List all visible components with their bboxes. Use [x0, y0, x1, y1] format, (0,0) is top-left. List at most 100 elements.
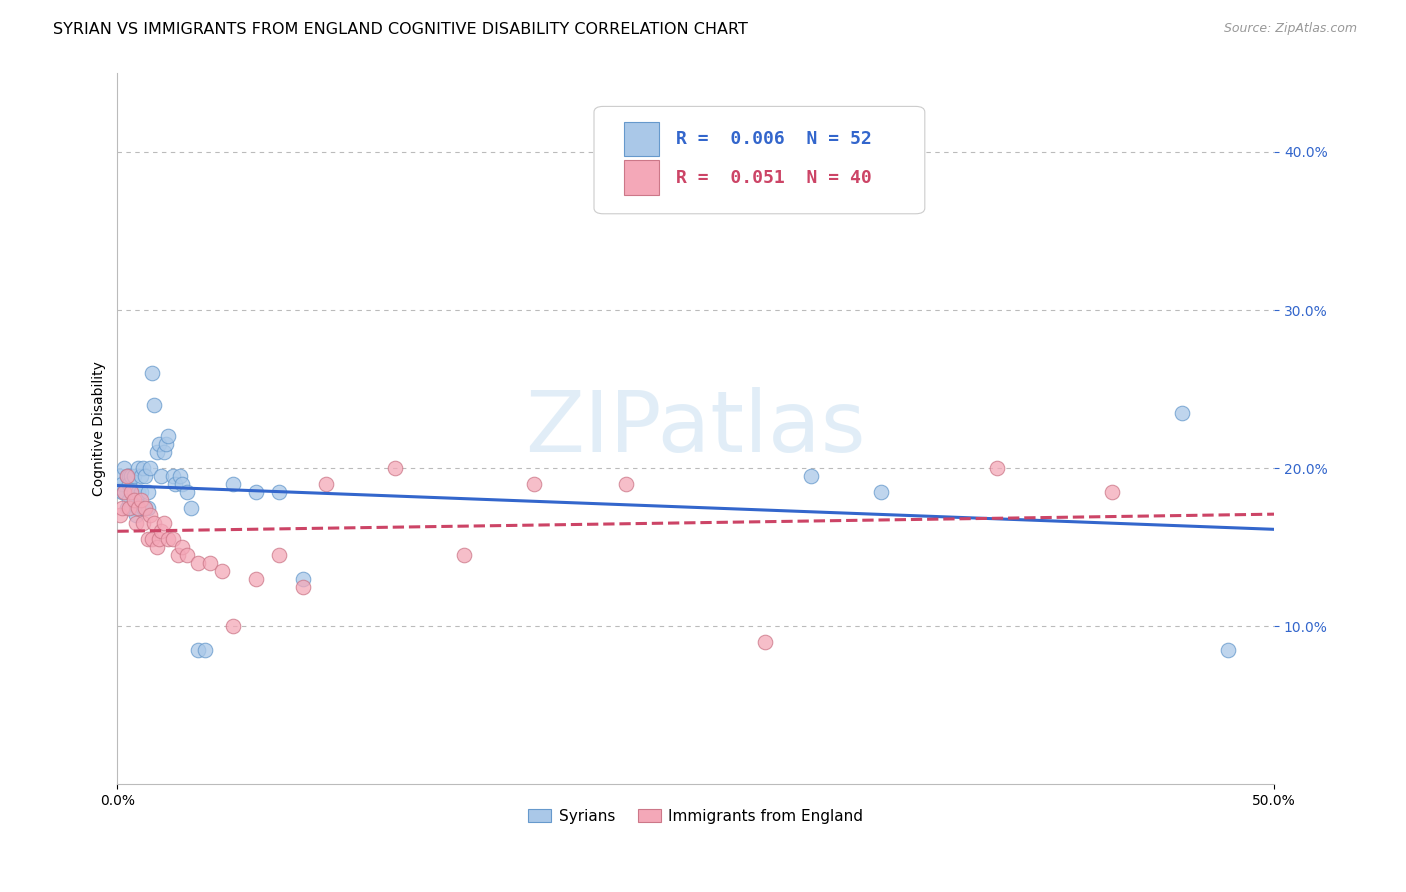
Point [222, 619, 245, 633]
Text: Source: ZipAtlas.com: Source: ZipAtlas.com [1223, 22, 1357, 36]
Point [222, 476, 245, 491]
Point [152, 516, 174, 531]
Point [120, 469, 142, 483]
Point [108, 469, 131, 483]
Point [136, 532, 159, 546]
Point [129, 484, 152, 499]
Point [115, 500, 138, 515]
Point [118, 476, 141, 491]
Point [111, 484, 134, 499]
Point [127, 484, 149, 499]
Point [1101, 484, 1123, 499]
Point [139, 508, 162, 523]
Point [523, 476, 546, 491]
Point [118, 469, 141, 483]
Point [453, 548, 475, 562]
Point [180, 500, 202, 515]
Text: R =  0.051  N = 40: R = 0.051 N = 40 [676, 169, 872, 186]
Point [176, 484, 198, 499]
Point [150, 469, 173, 483]
Point [139, 461, 162, 475]
Point [291, 572, 314, 586]
Point [132, 500, 155, 515]
Point [245, 484, 267, 499]
Point [143, 516, 166, 531]
Point [136, 484, 159, 499]
Point [125, 492, 148, 507]
Point [145, 540, 167, 554]
Point [148, 532, 170, 546]
Point [152, 445, 174, 459]
Point [155, 437, 177, 451]
Point [111, 500, 134, 515]
Point [194, 642, 217, 657]
Point [118, 492, 141, 507]
Point [165, 476, 187, 491]
Point [384, 461, 406, 475]
FancyBboxPatch shape [624, 122, 659, 156]
Point [129, 492, 152, 507]
Point [120, 500, 142, 515]
Point [143, 398, 166, 412]
Point [176, 548, 198, 562]
Point [115, 469, 138, 483]
Point [134, 469, 156, 483]
Point [754, 635, 776, 649]
Point [122, 484, 145, 499]
Point [166, 548, 188, 562]
Point [162, 469, 184, 483]
Point [172, 540, 194, 554]
Point [125, 516, 148, 531]
Point [162, 532, 184, 546]
Point [141, 366, 163, 380]
Point [245, 572, 267, 586]
Point [169, 469, 191, 483]
Point [157, 532, 180, 546]
Point [986, 461, 1008, 475]
Point [132, 461, 155, 475]
Point [127, 500, 149, 515]
Point [172, 476, 194, 491]
Point [125, 508, 148, 523]
Point [1170, 406, 1192, 420]
Text: SYRIAN VS IMMIGRANTS FROM ENGLAND COGNITIVE DISABILITY CORRELATION CHART: SYRIAN VS IMMIGRANTS FROM ENGLAND COGNIT… [53, 22, 748, 37]
Point [269, 484, 291, 499]
Point [145, 445, 167, 459]
Point [112, 484, 135, 499]
Point [141, 532, 163, 546]
Point [800, 469, 823, 483]
Point [211, 564, 233, 578]
Point [127, 461, 149, 475]
Point [315, 476, 337, 491]
Point [129, 469, 152, 483]
Point [134, 500, 156, 515]
Point [136, 500, 159, 515]
Point [122, 469, 145, 483]
Point [111, 476, 134, 491]
Point [150, 524, 173, 539]
FancyBboxPatch shape [593, 106, 925, 214]
Text: ZIPatlas: ZIPatlas [526, 387, 866, 470]
Y-axis label: Cognitive Disability: Cognitive Disability [93, 361, 107, 496]
Point [108, 508, 131, 523]
Point [187, 556, 209, 570]
Point [1216, 642, 1239, 657]
Legend: Syrians, Immigrants from England: Syrians, Immigrants from England [522, 803, 869, 830]
Point [148, 437, 170, 451]
Point [115, 469, 138, 483]
Point [157, 429, 180, 443]
Point [869, 484, 891, 499]
Text: R =  0.006  N = 52: R = 0.006 N = 52 [676, 130, 872, 148]
Point [291, 580, 314, 594]
Point [127, 500, 149, 515]
Point [198, 556, 221, 570]
Point [120, 484, 142, 499]
Point [122, 492, 145, 507]
Point [187, 642, 209, 657]
Point [112, 484, 135, 499]
Point [269, 548, 291, 562]
FancyBboxPatch shape [624, 161, 659, 194]
Point [118, 500, 141, 515]
Point [616, 476, 638, 491]
Point [112, 461, 135, 475]
